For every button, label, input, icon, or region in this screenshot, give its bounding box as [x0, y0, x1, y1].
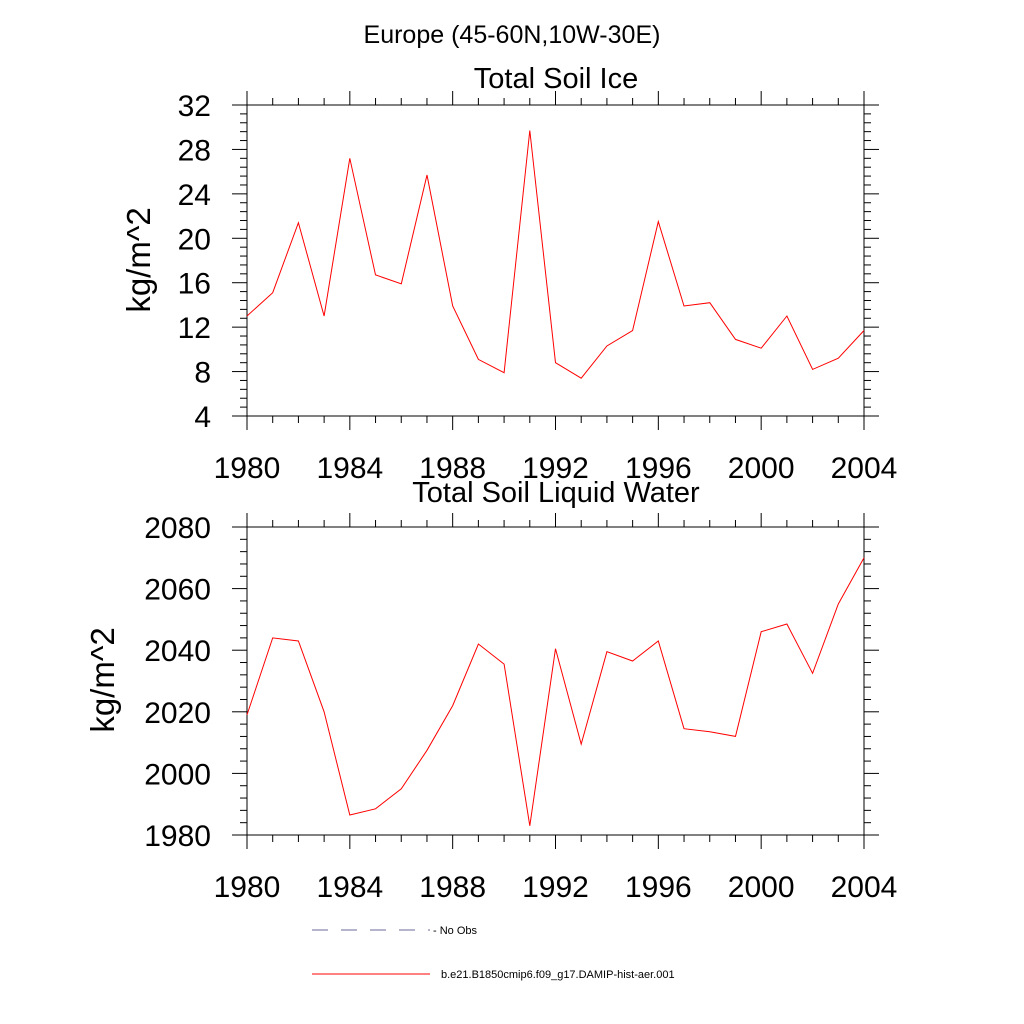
x-tick-label: 1980 — [214, 452, 281, 485]
y-tick-label: 32 — [178, 90, 211, 123]
y-tick-label: 8 — [194, 357, 211, 390]
x-tick-label: 1992 — [522, 452, 589, 485]
y-tick-label: 2040 — [144, 635, 211, 668]
y-tick-label: 20 — [178, 223, 211, 256]
chart-title: Total Soil Ice — [474, 63, 638, 95]
plot-frame — [246, 104, 865, 417]
legend-obs-label: - No Obs — [433, 925, 478, 937]
x-tick-label: 1980 — [214, 871, 281, 904]
plot-frame — [246, 526, 865, 836]
y-tick-label: 4 — [194, 401, 211, 434]
x-tick-label: 2004 — [831, 452, 898, 485]
x-tick-label: 1984 — [316, 452, 383, 485]
y-tick-label: 2080 — [144, 512, 211, 545]
y-tick-label: 12 — [178, 312, 211, 345]
x-tick-label: 2000 — [728, 452, 795, 485]
series-line — [246, 557, 865, 826]
y-tick-label: 1980 — [144, 820, 211, 853]
y-tick-label: 2060 — [144, 574, 211, 607]
y-tick-label: 2020 — [144, 697, 211, 730]
x-tick-label: 1996 — [625, 452, 692, 485]
panel-total-soil-liquid-water: Total Soil Liquid Water kg/m^2 1980 1984 1… — [84, 477, 897, 904]
y-axis-label: kg/m^2 — [120, 207, 157, 312]
legend-model-label: b.e21.B1850cmip6.f09_g17.DAMIP-hist-aer.… — [441, 969, 675, 981]
y-tick-label: 24 — [178, 179, 211, 212]
x-tick-label: 2000 — [728, 871, 795, 904]
x-tick-label: 1992 — [522, 871, 589, 904]
x-tick-label: 2004 — [831, 871, 898, 904]
panel-total-soil-ice: Total Soil Ice kg/m^2 1980 1984 1988 1992 19… — [120, 63, 897, 485]
y-tick-label: 16 — [178, 268, 211, 301]
series-line — [246, 130, 865, 379]
x-tick-label: 1988 — [419, 871, 486, 904]
figure-title: Europe (45-60N,10W-30E) — [364, 21, 661, 49]
x-tick-label: 1996 — [625, 871, 692, 904]
chart-title: Total Soil Liquid Water — [412, 477, 700, 509]
legend: - No Obs b.e21.B1850cmip6.f09_g17.DAMIP-… — [312, 925, 675, 981]
y-tick-label: 28 — [178, 134, 211, 167]
y-tick-label: 2000 — [144, 758, 211, 791]
x-tick-label: 1984 — [316, 871, 383, 904]
x-tick-label: 1988 — [419, 452, 486, 485]
y-axis-label: kg/m^2 — [84, 627, 121, 732]
